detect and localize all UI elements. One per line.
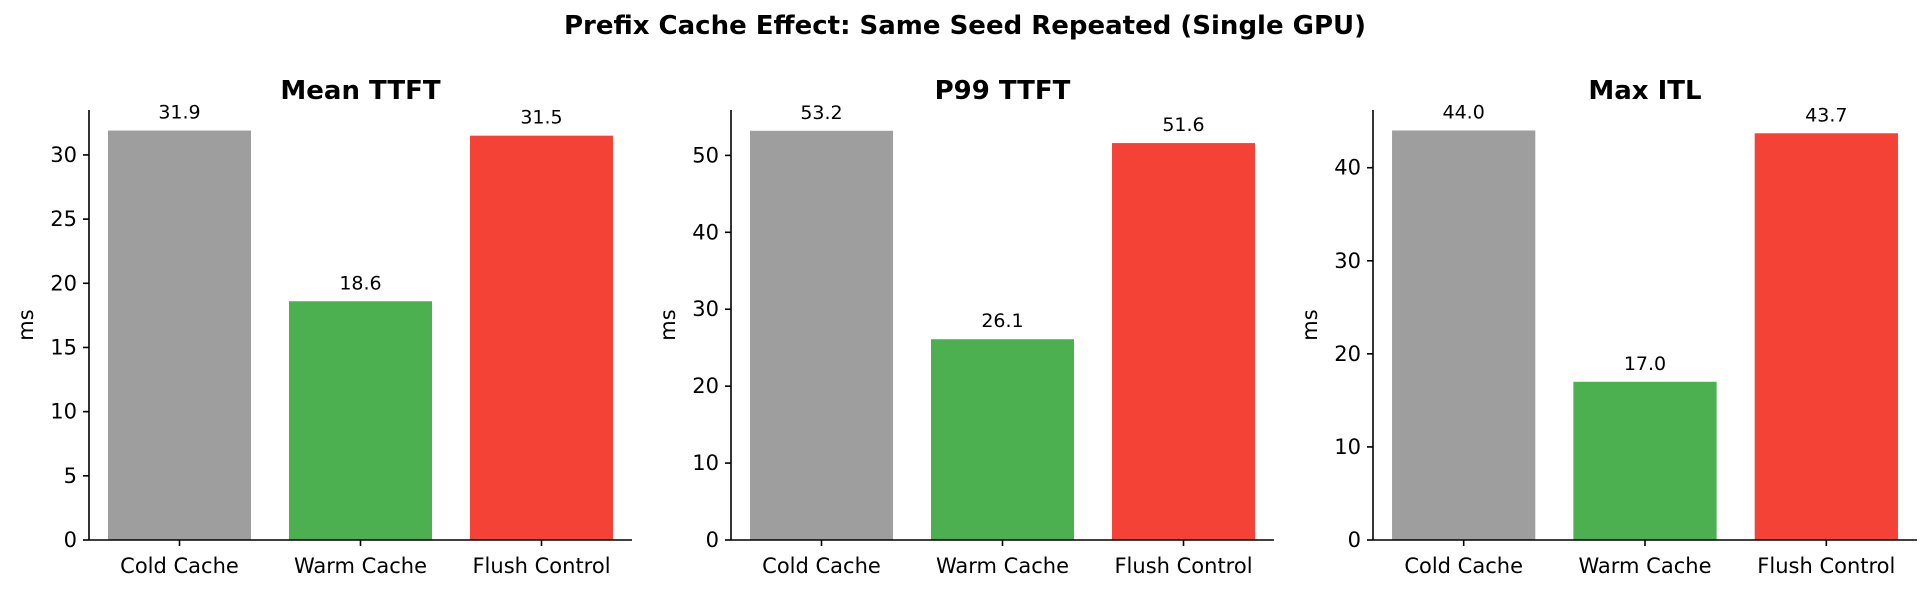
bar-value-label: 44.0: [1443, 101, 1485, 123]
y-tick-label: 40: [692, 220, 719, 244]
y-tick-label: 50: [692, 143, 719, 167]
bar-value-label: 26.1: [981, 310, 1023, 332]
y-tick-label: 5: [64, 464, 77, 488]
bar-value-label: 31.5: [520, 107, 562, 129]
y-tick-label: 40: [1334, 156, 1361, 180]
bar-warm-cache: [289, 301, 432, 540]
chart-panel-2: P99 TTFT ms 53.2 Cold Cache 26.1 Warm Cache 51…: [656, 76, 1274, 578]
bar-flush-control: [470, 135, 613, 541]
panel-title: Mean TTFT: [280, 76, 440, 106]
y-tick-label: 0: [1348, 528, 1361, 552]
x-tick-label: Warm Cache: [936, 554, 1069, 578]
bar-warm-cache: [1573, 381, 1717, 540]
chart-panels: Mean TTFT ms 31.9 Cold Cache 18.6 Warm Cache 3…: [14, 76, 1917, 578]
chart-panel-1: Mean TTFT ms 31.9 Cold Cache 18.6 Warm Cache 3…: [14, 76, 632, 578]
panel-title: Max ITL: [1588, 76, 1701, 106]
x-tick-label: Warm Cache: [294, 554, 427, 578]
y-tick-label: 10: [692, 451, 719, 475]
bar-value-label: 17.0: [1624, 353, 1666, 375]
x-tick-label: Flush Control: [1757, 554, 1895, 578]
bar-value-label: 43.7: [1805, 104, 1847, 126]
x-tick-label: Cold Cache: [762, 554, 881, 578]
x-tick-label: Flush Control: [472, 554, 610, 578]
chart-panel-3: Max ITL ms 44.0 Cold Cache 17.0 Warm Cache 43.…: [1298, 76, 1917, 578]
panel-title: P99 TTFT: [935, 76, 1071, 106]
y-tick-label: 20: [692, 374, 719, 398]
y-tick-label: 0: [706, 528, 719, 552]
bar-value-label: 31.9: [158, 102, 200, 124]
bar-cold-cache: [108, 130, 251, 541]
bar-flush-control: [1112, 143, 1255, 541]
y-tick-label: 30: [1334, 249, 1361, 273]
bar-flush-control: [1754, 133, 1898, 540]
y-axis-label: ms: [14, 309, 38, 340]
figure-title: Prefix Cache Effect: Same Seed Repeated …: [564, 11, 1366, 41]
x-tick-label: Cold Cache: [120, 554, 239, 578]
y-tick-label: 0: [64, 528, 77, 552]
y-tick-label: 10: [1334, 435, 1361, 459]
bar-value-label: 53.2: [800, 102, 842, 124]
y-tick-label: 25: [50, 207, 77, 231]
y-tick-label: 20: [50, 271, 77, 295]
y-tick-label: 15: [50, 335, 77, 359]
bar-value-label: 51.6: [1162, 114, 1204, 136]
x-tick-label: Flush Control: [1114, 554, 1252, 578]
bar-warm-cache: [931, 339, 1074, 540]
bar-cold-cache: [750, 130, 893, 540]
bar-value-label: 18.6: [339, 272, 381, 294]
y-tick-label: 30: [692, 297, 719, 321]
bar-cold-cache: [1392, 130, 1536, 540]
y-tick-label: 20: [1334, 342, 1361, 366]
y-tick-label: 10: [50, 400, 77, 424]
x-tick-label: Cold Cache: [1404, 554, 1523, 578]
y-tick-label: 30: [50, 143, 77, 167]
x-tick-label: Warm Cache: [1579, 554, 1712, 578]
y-axis-label: ms: [656, 309, 680, 340]
y-axis-label: ms: [1298, 309, 1322, 340]
